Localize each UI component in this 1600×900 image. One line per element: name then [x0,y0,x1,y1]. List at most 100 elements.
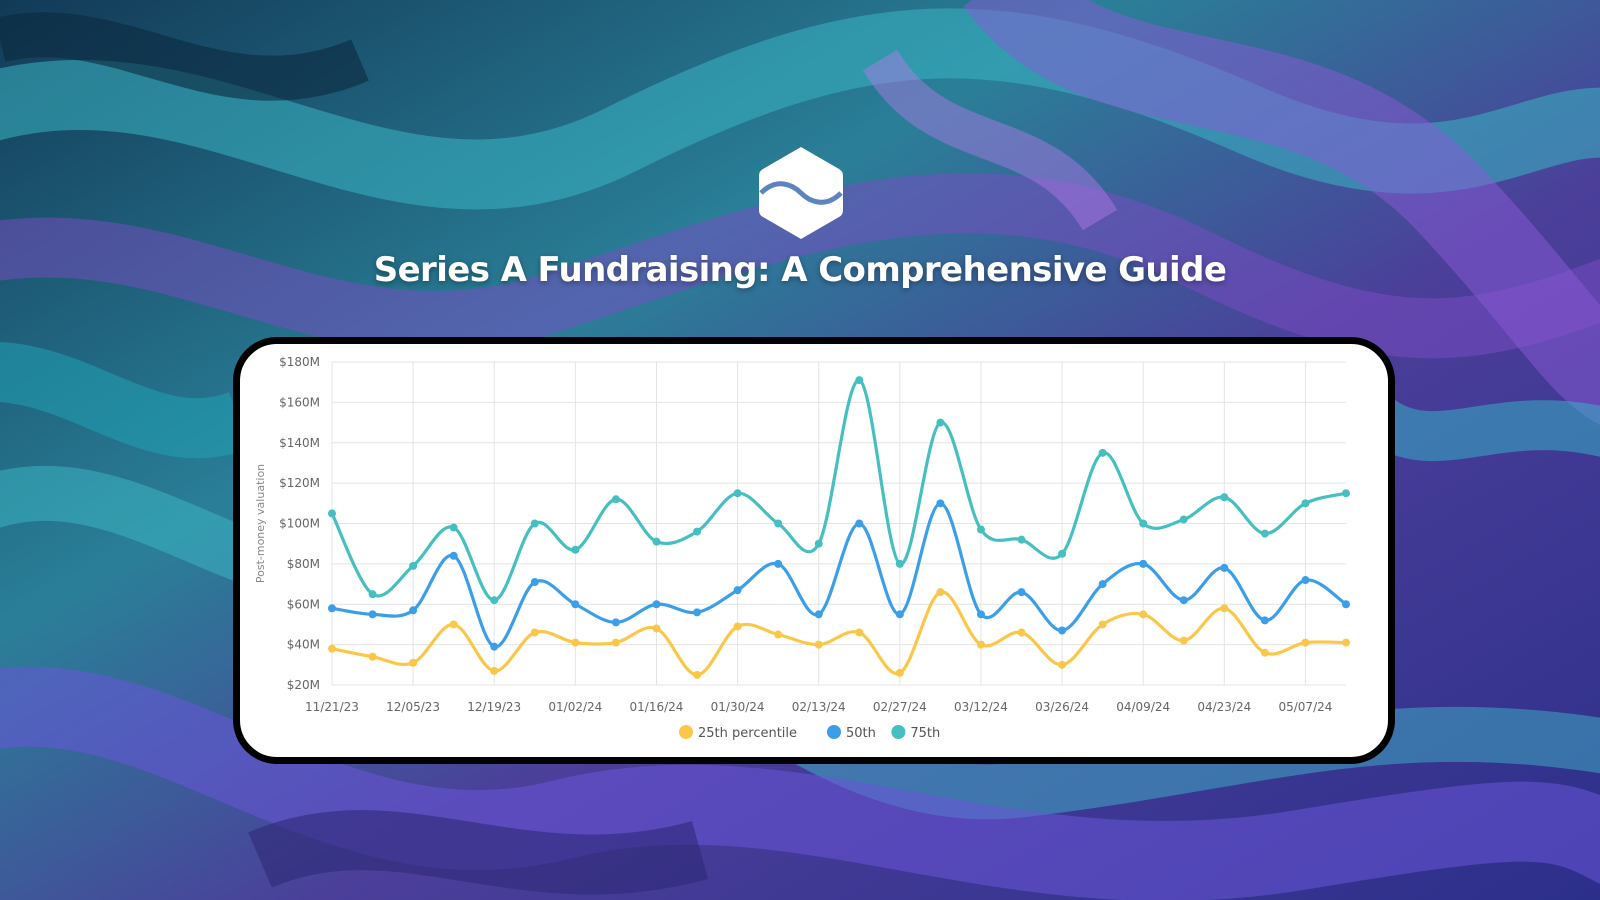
data-point-25th-percentile [1301,638,1310,647]
data-point-50th [1139,559,1148,568]
data-point-25th-percentile [1139,610,1148,619]
x-tick-label: 12/19/23 [467,700,521,714]
data-point-50th [1220,563,1229,572]
data-point-25th-percentile [1260,648,1269,657]
legend-swatch-25th-percentile [679,725,693,739]
y-tick-label: $140M [279,436,320,450]
data-point-50th [936,499,945,508]
data-point-75th [1342,489,1350,498]
data-point-75th [895,559,904,568]
data-point-50th [693,608,702,617]
data-point-50th [530,578,539,587]
data-point-50th [1058,626,1067,635]
data-point-25th-percentile [490,666,499,675]
data-point-25th-percentile [368,652,377,661]
series-line-75th [330,378,1348,602]
data-point-25th-percentile [1098,620,1107,629]
x-tick-label: 05/07/24 [1278,700,1332,714]
data-point-50th [1301,576,1310,585]
x-tick-label: 01/02/24 [548,700,602,714]
data-point-25th-percentile [855,628,864,637]
data-point-50th [1017,588,1026,597]
data-point-75th [1301,499,1310,508]
data-point-75th [409,561,418,570]
x-tick-label: 01/30/24 [711,700,765,714]
y-tick-label: $180M [279,355,320,369]
data-point-25th-percentile [409,658,418,667]
data-point-50th [571,600,580,609]
data-point-75th [490,596,499,605]
data-point-50th [1260,616,1269,625]
x-tick-label: 12/05/23 [386,700,440,714]
data-point-75th [611,495,620,504]
data-point-25th-percentile [652,624,661,633]
legend-swatch-50th [827,725,841,739]
data-point-50th [733,586,742,595]
data-point-25th-percentile [611,638,620,647]
data-point-50th [855,519,864,528]
line-chart: $20M $40M $60M $80M $100M $120M $140M $160M $180… [254,355,1350,741]
data-point-25th-percentile [1058,660,1067,669]
data-point-25th-percentile [530,628,539,637]
data-point-75th [814,539,823,548]
x-tick-label: 03/12/24 [954,700,1008,714]
legend-label-75th: 75th [910,726,940,741]
data-point-75th [571,545,580,554]
data-point-25th-percentile [328,644,336,653]
data-point-75th [530,519,539,528]
data-point-50th [976,610,985,619]
data-point-75th [652,537,661,546]
y-tick-label: $160M [279,395,320,409]
data-point-75th [733,489,742,498]
data-point-50th [774,559,783,568]
data-point-50th [490,642,499,651]
brand-logo-icon [759,147,843,239]
data-point-25th-percentile [693,670,702,679]
data-point-50th [652,600,661,609]
x-tick-label: 11/21/23 [305,700,359,714]
page-title: Series A Fundraising: A Comprehensive Gu… [373,250,1227,290]
data-point-75th [1179,515,1188,524]
data-point-50th [368,610,377,619]
data-point-75th [693,527,702,536]
x-tick-label: 04/23/24 [1197,700,1251,714]
data-point-75th [1139,519,1148,528]
y-tick-label: $20M [287,678,320,692]
legend-label-25th-percentile: 25th percentile [698,726,797,741]
data-point-25th-percentile [936,588,945,597]
series-line-50th [330,501,1348,649]
y-tick-label: $120M [279,476,320,490]
data-point-50th [611,618,620,627]
data-point-75th [1017,535,1026,544]
y-tick-label: $40M [287,638,320,652]
x-tick-label: 04/09/24 [1116,700,1170,714]
x-tick-label: 02/13/24 [792,700,846,714]
data-point-75th [1260,529,1269,538]
data-point-75th [976,525,985,534]
y-axis-label: Post-money valuation [254,464,267,583]
y-tick-label: $60M [287,597,320,611]
data-point-25th-percentile [1017,628,1026,637]
data-point-75th [1098,448,1107,457]
data-point-25th-percentile [449,620,458,629]
data-point-25th-percentile [1179,636,1188,645]
data-point-75th [774,519,783,528]
data-point-75th [368,590,377,599]
data-point-25th-percentile [1220,604,1229,613]
y-tick-label: $100M [279,517,320,531]
legend-swatch-75th [891,725,906,739]
data-point-25th-percentile [571,638,580,647]
data-point-75th [936,418,945,427]
data-point-25th-percentile [814,640,823,649]
data-point-25th-percentile [976,640,985,649]
chart-card: $20M $40M $60M $80M $100M $120M $140M $160M $180… [233,337,1395,764]
x-tick-label: 01/16/24 [630,700,684,714]
data-point-25th-percentile [733,622,742,631]
data-point-75th [855,376,864,385]
data-point-50th [895,610,904,619]
data-point-75th [328,509,336,518]
legend-label-50th: 50th [846,726,876,741]
data-point-50th [1179,596,1188,605]
x-tick-label: 02/27/24 [873,700,927,714]
data-point-75th [1220,493,1229,502]
